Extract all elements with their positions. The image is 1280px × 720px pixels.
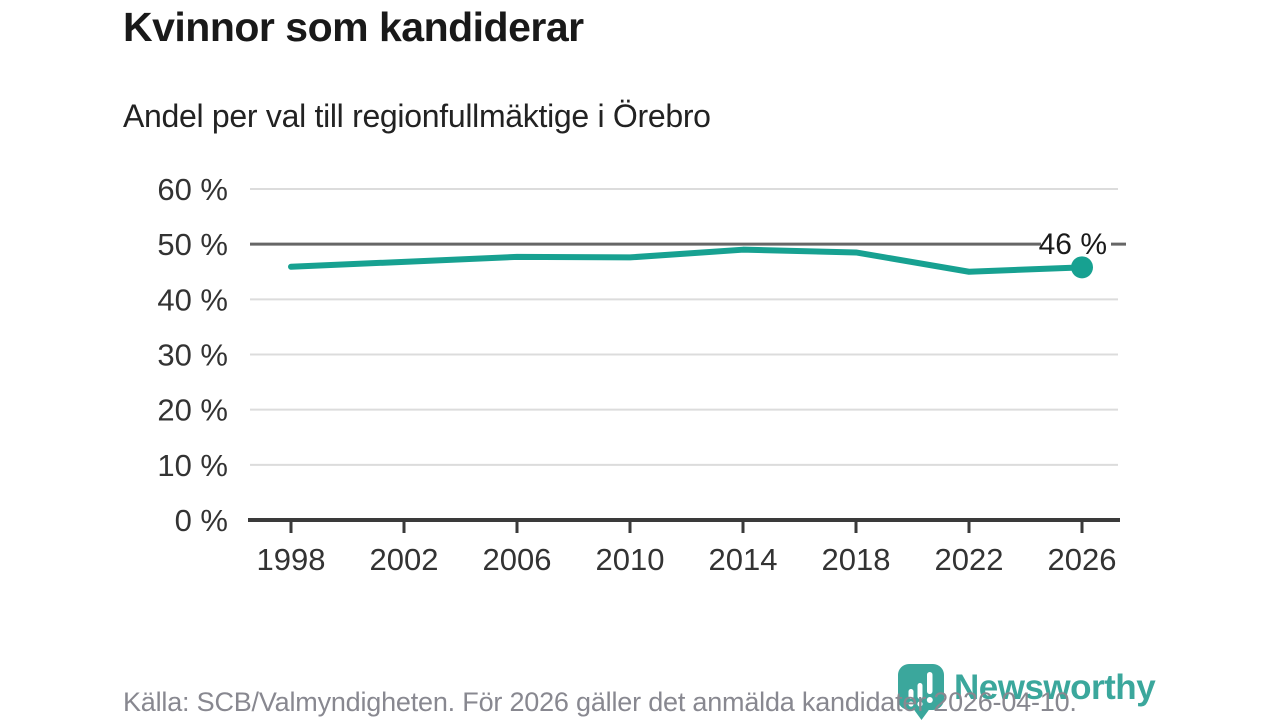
svg-text:2006: 2006 [483,542,552,577]
y-axis-labels: 0 % 10 % 20 % 30 % 40 % 50 % 60 % [157,172,228,538]
svg-text:1998: 1998 [257,542,326,577]
source-note: Källa: SCB/Valmyndigheten. För 2026 gäll… [123,687,1077,717]
svg-text:50 %: 50 % [157,227,228,262]
data-line [288,246,1085,275]
end-point-marker [1071,256,1093,279]
end-label-background [1041,228,1111,257]
svg-text:2010: 2010 [596,542,665,577]
svg-text:2026: 2026 [1048,542,1117,577]
svg-text:2022: 2022 [935,542,1004,577]
chart-subtitle: Andel per val till regionfullmäktige i Ö… [123,98,711,134]
page-title: Kvinnor som kandiderar [123,4,584,50]
svg-text:20 %: 20 % [157,393,228,428]
x-axis-labels: 1998 2002 2006 2010 2014 2018 2022 2026 [257,542,1117,577]
svg-text:40 %: 40 % [157,282,228,317]
svg-text:2002: 2002 [370,542,439,577]
svg-text:2014: 2014 [709,542,778,577]
newsworthy-pin-icon [898,664,944,720]
newsworthy-logo: Newsworthy [897,663,1156,720]
end-value-label: 46 % [1039,228,1107,261]
svg-text:0 %: 0 % [175,503,228,538]
svg-text:10 %: 10 % [157,448,228,483]
svg-text:2018: 2018 [822,542,891,577]
svg-text:60 %: 60 % [157,172,228,207]
x-tick-marks [289,520,1084,533]
gridlines [250,188,1126,466]
newsworthy-wordmark: Newsworthy [954,668,1156,707]
svg-text:30 %: 30 % [157,338,228,373]
